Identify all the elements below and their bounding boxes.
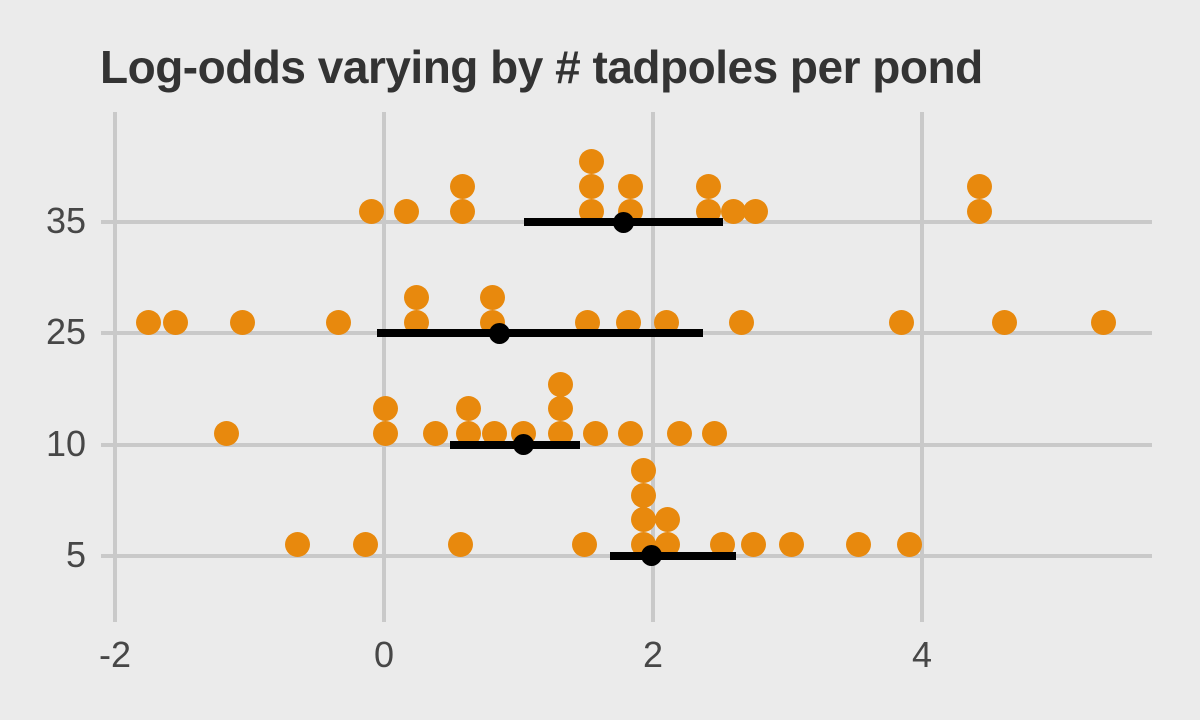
data-dot xyxy=(403,284,429,310)
data-dot xyxy=(578,173,604,199)
data-dot xyxy=(729,309,755,335)
data-dot xyxy=(285,532,311,557)
x-gridline xyxy=(651,112,655,622)
data-dot xyxy=(991,309,1017,335)
y-axis-tick-label: 25 xyxy=(45,311,86,353)
data-dot xyxy=(372,396,398,422)
data-dot xyxy=(578,149,604,175)
data-dot xyxy=(547,396,573,422)
data-dot xyxy=(967,173,993,199)
data-dot xyxy=(449,173,475,199)
data-dot xyxy=(721,198,747,224)
data-dot xyxy=(695,173,721,199)
chart-title: Log-odds varying by # tadpoles per pond xyxy=(100,41,983,93)
data-dot xyxy=(372,421,398,446)
x-gridline xyxy=(920,112,924,622)
interval-point-estimate xyxy=(513,434,535,455)
data-dot xyxy=(846,532,872,557)
data-dot xyxy=(136,309,162,335)
interval-point-estimate xyxy=(641,545,663,566)
data-dot xyxy=(352,532,378,557)
data-dot xyxy=(394,198,420,224)
data-dot xyxy=(230,309,256,335)
data-dot xyxy=(897,532,923,557)
x-gridline xyxy=(113,112,117,622)
data-dot xyxy=(631,457,657,483)
y-axis-tick-label: 10 xyxy=(45,422,86,464)
data-dot xyxy=(448,532,474,557)
x-axis-tick-label: 2 xyxy=(642,634,664,675)
data-dot xyxy=(582,421,608,446)
data-dot xyxy=(617,173,643,199)
data-dot xyxy=(741,532,767,557)
data-dot xyxy=(967,198,993,224)
data-dot xyxy=(214,421,240,446)
data-dot xyxy=(655,507,681,533)
x-gridline xyxy=(382,112,386,622)
data-dot xyxy=(359,198,385,224)
data-dot xyxy=(163,309,189,335)
y-axis-tick-label: 5 xyxy=(65,533,86,575)
data-dot xyxy=(667,421,693,446)
data-dot xyxy=(631,507,657,533)
interval-bar xyxy=(377,329,703,337)
interval-bar xyxy=(609,551,737,560)
data-dot xyxy=(631,482,657,508)
x-axis-tick-label: 4 xyxy=(911,634,933,675)
x-axis-tick-label: -2 xyxy=(98,634,132,675)
interval-point-estimate xyxy=(612,211,634,233)
data-dot xyxy=(449,198,475,224)
data-dot xyxy=(779,532,805,557)
data-dot xyxy=(547,371,573,397)
data-dot xyxy=(889,309,915,335)
interval-point-estimate xyxy=(489,322,511,344)
data-dot xyxy=(325,309,351,335)
data-dot xyxy=(571,532,597,557)
data-dot xyxy=(702,421,728,446)
y-axis-tick-label: 35 xyxy=(45,200,86,242)
data-dot xyxy=(480,284,506,310)
data-dot xyxy=(617,421,643,446)
data-dot xyxy=(422,421,448,446)
data-dot xyxy=(456,396,482,422)
data-dot xyxy=(742,198,768,224)
x-axis-tick-label: 0 xyxy=(373,634,395,675)
data-dot xyxy=(1091,309,1117,335)
